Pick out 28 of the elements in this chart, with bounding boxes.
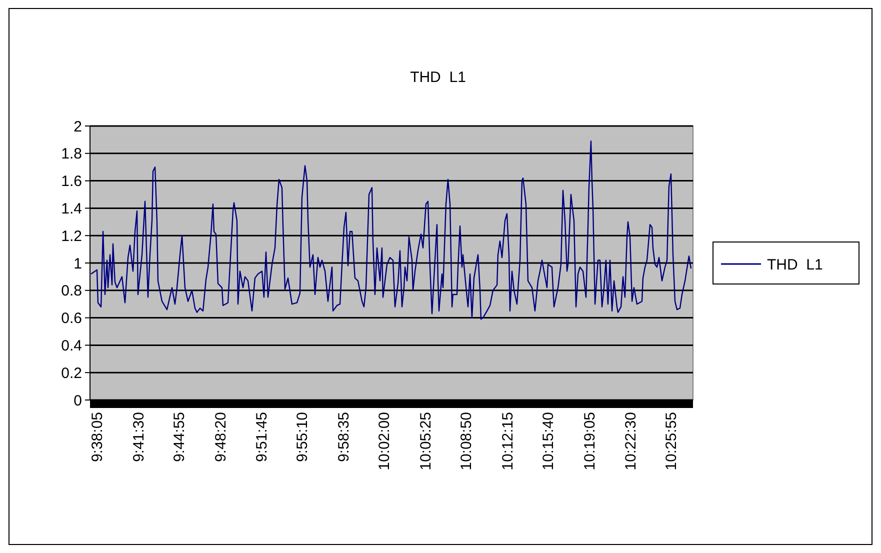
x-tick-label: 9:41:30 — [130, 412, 148, 462]
y-tick-label: 0.8 — [61, 282, 82, 300]
x-tick-label: 10:25:55 — [663, 412, 680, 470]
x-tick-label: 10:12:15 — [499, 412, 516, 470]
x-tick-label: 10:22:30 — [622, 412, 640, 470]
chart-title: THD L1 — [410, 69, 466, 86]
legend-label: THD L1 — [767, 256, 823, 274]
x-tick-label: 9:38:05 — [89, 412, 106, 462]
x-tick-label: 10:05:25 — [417, 412, 434, 470]
y-tick-label: 1.4 — [61, 200, 82, 218]
x-tick-label: 10:08:50 — [458, 412, 476, 470]
x-tick-label: 9:55:10 — [294, 412, 312, 462]
x-tick-label: 9:58:35 — [335, 412, 352, 462]
y-tick-label: 0 — [74, 392, 82, 410]
x-tick-label: 9:44:55 — [171, 412, 188, 462]
y-tick-label: 1 — [74, 255, 82, 272]
y-tick-label: 0.4 — [61, 337, 82, 354]
x-tick-label: 9:51:45 — [253, 412, 270, 462]
y-tick-label: 2 — [74, 118, 82, 136]
y-tick-label: 1.8 — [61, 146, 82, 163]
x-tick-label: 10:15:40 — [540, 412, 558, 470]
x-tick-label: 10:02:00 — [376, 412, 394, 470]
y-tick-label: 1.6 — [61, 173, 82, 190]
y-tick-label: 1.2 — [61, 228, 82, 245]
x-tick-label: 10:19:05 — [581, 412, 598, 470]
y-tick-label: 0.2 — [61, 364, 82, 382]
x-tick-label: 9:48:20 — [212, 412, 230, 462]
y-tick-label: 0.6 — [61, 310, 82, 328]
